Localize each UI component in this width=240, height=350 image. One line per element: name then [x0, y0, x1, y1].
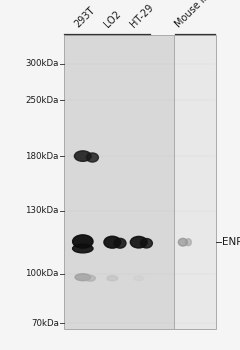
Ellipse shape — [104, 236, 121, 248]
Text: 130kDa: 130kDa — [25, 206, 59, 215]
Text: HT-29: HT-29 — [129, 3, 156, 30]
Text: ENPEP: ENPEP — [222, 237, 240, 247]
Text: Mouse liver: Mouse liver — [173, 0, 220, 30]
Text: 293T: 293T — [72, 6, 96, 30]
Text: 300kDa: 300kDa — [25, 59, 59, 68]
Ellipse shape — [86, 153, 98, 162]
Ellipse shape — [75, 274, 90, 281]
Text: LO2: LO2 — [102, 9, 123, 30]
Text: 70kDa: 70kDa — [31, 319, 59, 328]
Ellipse shape — [72, 235, 93, 248]
Ellipse shape — [74, 151, 91, 161]
Ellipse shape — [185, 239, 192, 246]
Ellipse shape — [114, 238, 126, 248]
FancyBboxPatch shape — [64, 35, 215, 329]
FancyBboxPatch shape — [174, 35, 216, 329]
Ellipse shape — [178, 238, 187, 246]
Text: 250kDa: 250kDa — [25, 96, 59, 105]
Ellipse shape — [72, 244, 93, 253]
Text: 100kDa: 100kDa — [25, 269, 59, 278]
Text: 180kDa: 180kDa — [25, 152, 59, 161]
Ellipse shape — [84, 275, 96, 281]
Ellipse shape — [140, 239, 152, 248]
Ellipse shape — [134, 276, 144, 281]
Ellipse shape — [107, 276, 118, 281]
Ellipse shape — [130, 237, 147, 248]
